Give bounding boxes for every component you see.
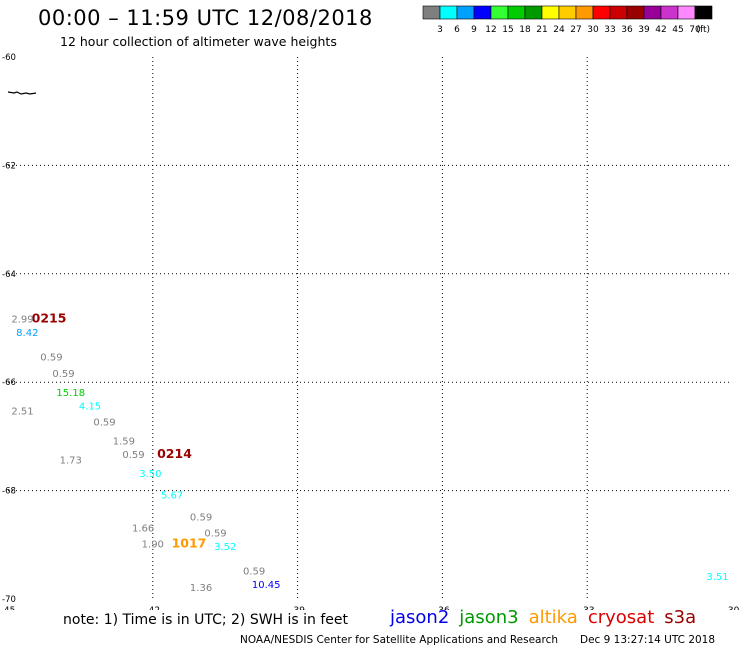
y-tick-label: -64: [2, 270, 16, 280]
credit-line: NOAA/NESDIS Center for Satellite Applica…: [240, 634, 558, 646]
wave-height-label: 1.73: [60, 456, 82, 467]
pass-time-label: 0214: [157, 446, 192, 461]
satellite-legend-item: cryosat: [587, 607, 655, 628]
y-tick-label: -70: [2, 595, 16, 605]
wave-height-label: 2.99: [11, 315, 33, 326]
wave-height-label: 0.59: [122, 450, 144, 461]
wave-height-label: 0.59: [190, 512, 212, 523]
wave-height-map: -45 -42 -39 -36 -33 -30 -60 -62 -64 -66 -68 -70 0215…: [1, 53, 740, 610]
color-bin: [694, 5, 713, 20]
color-bin-label: 12: [485, 25, 496, 35]
color-scale-legend: 3 6 9 12 15 18 21 24 27 30 33 36 39 42 45 70(ft): [422, 5, 713, 35]
satellite-legend-item: altika: [528, 607, 578, 628]
color-bin-label: 42: [655, 25, 666, 35]
y-tick-label: -60: [2, 53, 16, 63]
satellite-legend-item: jason3: [459, 607, 519, 628]
pass-time-label: 1017: [172, 536, 207, 551]
x-tick-label: -30: [725, 606, 740, 610]
wave-height-label: 8.42: [16, 328, 38, 339]
wave-height-label: 1.59: [113, 437, 135, 448]
wave-height-label: 1.36: [190, 583, 212, 594]
wave-height-label: 0.59: [52, 369, 74, 380]
y-tick-label: -62: [2, 161, 16, 171]
generation-timestamp: Dec 9 13:27:14 UTC 2018: [580, 634, 716, 646]
color-bin-label: 24: [553, 25, 565, 35]
wave-height-label: 15.18: [56, 388, 85, 399]
color-bin-label: 6: [454, 25, 460, 35]
wave-height-label: 5.67: [161, 491, 183, 502]
x-tick-label: -33: [580, 606, 595, 610]
color-bin-label: 18: [519, 25, 531, 35]
footer-note: note: 1) Time is in UTC; 2) SWH is in fe…: [63, 612, 349, 628]
wave-height-label: 0.59: [204, 529, 226, 540]
color-scale-unit: (ft): [696, 25, 710, 35]
y-tick-label: -68: [2, 487, 16, 497]
satellite-legend-item: s3a: [664, 607, 697, 628]
color-bin-label: 33: [604, 25, 615, 35]
wave-height-label: 0.59: [93, 418, 115, 429]
color-bin-label: 36: [621, 25, 633, 35]
wave-height-label: 2.51: [11, 407, 33, 418]
color-bin-label: 3: [437, 25, 443, 35]
wave-height-label: 1.90: [142, 540, 164, 551]
x-tick-label: -42: [145, 606, 160, 610]
wave-height-label: 10.45: [252, 580, 281, 591]
pass-time-label: 0215: [32, 311, 67, 326]
wave-height-label: 4.15: [79, 401, 101, 412]
wave-height-label: 1.66: [132, 523, 154, 534]
color-bin-label: 15: [502, 25, 513, 35]
color-bin-label: 70: [689, 25, 701, 35]
color-bin-label: 45: [672, 25, 683, 35]
wave-height-label: 0.59: [40, 353, 62, 364]
wave-height-label: 3.52: [214, 542, 236, 553]
satellite-legend: jason2 jason3 altika cryosat s3a: [390, 607, 706, 628]
coastline: [7, 91, 37, 95]
color-bin-label: 30: [587, 25, 599, 35]
color-bin-label: 9: [471, 25, 477, 35]
satellite-legend-item: jason2: [390, 607, 450, 628]
wave-height-label: 3.50: [139, 469, 161, 480]
color-bin-label: 39: [638, 25, 650, 35]
x-tick-label: -39: [290, 606, 305, 610]
chart-subtitle: 12 hour collection of altimeter wave hei…: [60, 34, 337, 49]
color-bin-label: 27: [570, 25, 581, 35]
chart-title: 00:00 – 11:59 UTC 12/08/2018: [38, 6, 373, 30]
color-bin-label: 21: [536, 25, 547, 35]
wave-height-label: 0.59: [243, 567, 265, 578]
x-tick-label: -45: [1, 606, 16, 610]
wave-height-label: 3.51: [706, 572, 728, 583]
x-tick-label: -36: [435, 606, 450, 610]
y-tick-label: -66: [2, 378, 16, 388]
